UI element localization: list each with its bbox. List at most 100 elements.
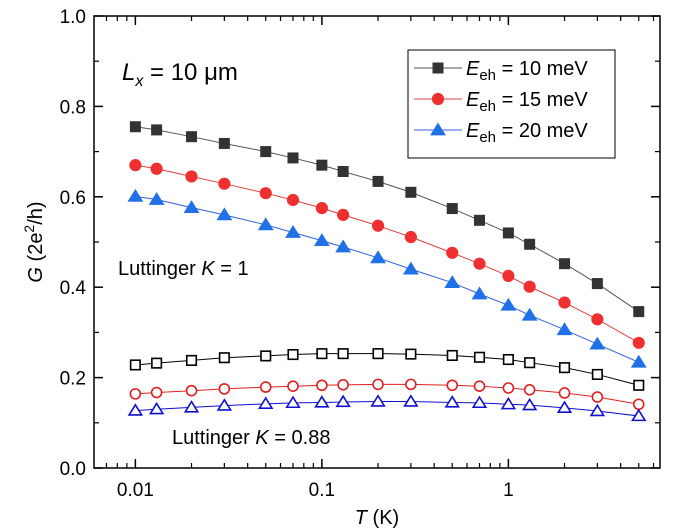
data-point [556,400,573,414]
data-point [148,192,165,205]
y-axis-title-unit-sup: 2 [21,225,37,233]
data-point [633,379,645,391]
data-point [218,352,230,364]
luttinger-k088-prefix: Luttinger [172,427,255,449]
data-point [185,384,198,397]
y-tick-label: 1.0 [60,7,86,28]
legend-label: Eeh = 20 meV [466,120,588,146]
data-point [314,395,330,408]
y-axis-title-unit-close: /h) [25,201,47,224]
y-tick-label: 0.6 [60,188,86,209]
data-point [287,152,299,164]
legend-label-var: E [466,89,480,111]
data-point [558,362,571,374]
data-point [446,246,459,259]
data-point [285,225,301,238]
luttinger-k1-rest: = 1 [215,258,249,280]
data-point [285,395,301,409]
data-point [405,378,417,391]
data-point [216,398,233,411]
legend-label-var: E [466,120,480,142]
data-point [558,387,571,399]
legend-marker [431,92,445,106]
legend-label-value: = 10 meV [496,58,588,80]
luttinger-k1-prefix: Luttinger [118,258,201,280]
y-axis-title-var: G [25,267,47,283]
data-point [127,403,144,416]
series-5 [129,378,645,411]
data-point [405,348,417,360]
data-point [446,379,459,392]
y-tick-label: 0.8 [60,97,86,118]
series-1 [129,121,645,318]
data-point [589,336,606,350]
data-point [633,306,645,318]
data-point [446,349,458,362]
data-point [559,258,571,270]
data-point [444,275,461,289]
data-point [315,202,328,215]
data-point [151,357,163,369]
data-point [589,403,606,417]
x-axis-title-unit: (K) [367,507,399,529]
data-point [335,239,352,253]
y-axis-title-unit-open: (2e [25,233,47,267]
data-point [473,351,486,363]
data-point [337,379,349,391]
data-point [403,394,419,407]
data-point [404,230,417,244]
data-point [260,350,272,362]
luttinger-k1-var: K [201,258,216,280]
data-point [129,121,141,133]
data-point [631,408,647,422]
data-point [521,397,538,411]
data-point [286,193,300,207]
data-point [471,395,488,409]
data-point [316,159,328,171]
series-3 [127,188,647,368]
y-tick-label: 0.0 [60,459,86,480]
data-point [372,378,384,391]
x-tick-label: 1 [503,480,514,501]
data-point [313,233,330,247]
luttinger-k088-var: K [255,427,270,449]
data-point [148,401,165,415]
data-point [591,278,603,290]
data-point [335,394,351,408]
data-point [502,269,515,282]
data-point [591,391,604,403]
data-point [150,386,163,399]
series-4 [129,348,645,391]
length-annotation: Lx = 10 μm [122,59,238,90]
legend-entry-2: Eeh = 15 meV [414,89,588,115]
data-point [185,354,198,366]
data-point [150,162,163,175]
data-point [500,297,517,311]
data-point [257,217,274,231]
data-point [287,348,299,361]
luttinger-k1-annotation: Luttinger K = 1 [118,258,249,280]
legend-entry-1: Eeh = 10 meV [414,58,588,84]
data-point [218,383,231,395]
legend-label-sub: eh [479,98,496,115]
data-point [632,336,645,349]
data-point [502,227,514,239]
legend-entry-3: Eeh = 20 meV [414,120,588,146]
data-point [129,359,141,371]
data-point [186,131,198,143]
y-axis: 0.0 0.2 0.4 0.6 0.8 1.0 [60,7,660,480]
data-point [316,379,328,392]
data-point [258,396,274,409]
legend-label-value: = 20 meV [496,120,588,142]
data-point [521,307,538,321]
legend-label-var: E [466,58,480,80]
data-point [502,382,515,394]
legend-marker [432,62,444,74]
data-point [502,353,514,366]
data-point [183,400,200,413]
data-point [523,280,536,293]
y-tick-label: 0.2 [60,369,86,390]
series-line [135,164,639,344]
data-point [471,286,488,300]
